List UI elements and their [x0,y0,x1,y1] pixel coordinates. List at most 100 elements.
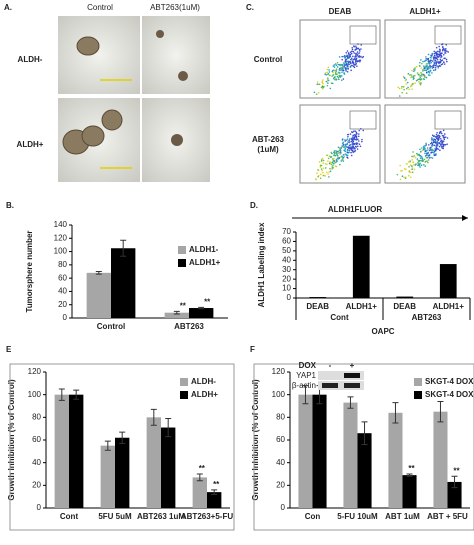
event [337,146,340,149]
event [409,74,411,76]
event [354,147,356,150]
event [436,58,439,61]
event [432,64,435,66]
error-bar [361,421,368,446]
event [444,50,447,52]
event [433,152,435,154]
event [433,144,436,147]
significance: ** [213,480,220,489]
event [359,128,362,130]
event [412,151,414,153]
error-bar [211,489,218,495]
event [328,162,331,165]
event [405,163,408,165]
event [339,150,342,152]
event [331,152,333,155]
event [428,62,431,65]
event [340,63,343,66]
y-tick-label: 40 [282,255,291,264]
event [328,69,330,71]
event [327,173,329,175]
event [325,80,328,83]
event [413,168,416,171]
event [347,52,350,54]
event [358,143,361,146]
bar [433,411,448,508]
event [327,77,329,79]
error-bar [120,239,127,257]
panel-letter: D. [250,201,258,210]
bar [69,394,84,508]
bar [298,394,313,508]
y-tick-label: 100 [272,390,286,399]
event [342,141,345,144]
bar [352,235,370,298]
event [426,160,428,162]
event [412,155,415,157]
event [420,71,422,74]
event [327,82,329,84]
y-tick-label: 0 [281,503,286,512]
event [333,151,335,154]
error-bar [58,388,65,401]
event [333,162,335,165]
event [342,160,345,162]
y-tick-label: 20 [32,480,41,489]
event [436,145,438,147]
event [351,147,354,149]
event [437,56,440,58]
event [419,76,422,79]
event [353,142,356,145]
event [348,141,351,143]
event [418,164,421,167]
row-label: ALDH+ [17,140,44,149]
event [355,138,358,141]
x-axis-label: OAPC [371,327,394,336]
bar [189,308,214,318]
event [347,65,349,68]
bar [54,394,69,508]
event [410,74,413,76]
event [347,146,350,148]
event [327,79,329,82]
event [438,54,441,57]
event [348,144,351,147]
panel-letter: F [250,345,255,354]
event [429,74,431,77]
event [426,65,428,68]
event [329,155,332,158]
event [433,50,436,53]
legend-label: ALDH- [191,377,216,386]
event [331,75,333,77]
event [427,159,430,161]
bar [439,264,457,298]
event [351,59,353,61]
event [434,64,436,67]
event [422,60,424,63]
event [341,58,343,61]
event [405,83,407,85]
event [361,138,363,141]
event [439,135,441,138]
y-tick-label: 80 [32,412,41,421]
event [350,57,353,60]
event [444,52,447,54]
legend-label: ALDH1- [189,245,219,254]
flow-plot [384,19,466,99]
event [341,79,343,82]
y-tick-label: 20 [58,300,67,309]
row-label: ALDH- [18,55,43,64]
event [424,165,427,167]
event [351,64,353,67]
event [352,141,354,144]
event [320,160,323,162]
event [345,68,347,70]
event [349,146,351,148]
bar [309,297,327,298]
event [340,156,343,158]
column-label: ABT263(1uM) [150,3,200,12]
event [318,161,321,163]
group-label: Cont [330,313,349,322]
event [340,147,343,149]
event [345,63,348,65]
